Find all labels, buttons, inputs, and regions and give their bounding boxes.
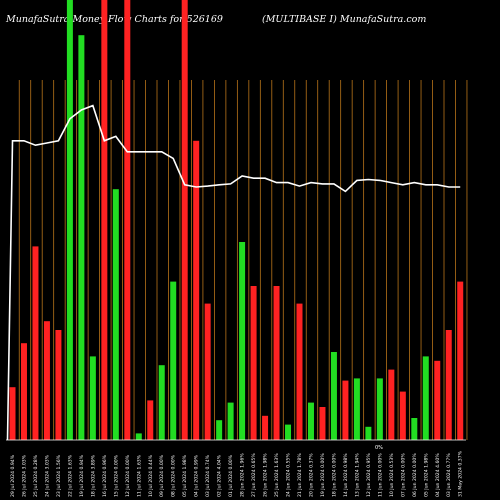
x-tick-label: 19 Jul 2024 0.94%	[79, 454, 85, 497]
bar-40	[457, 281, 464, 440]
x-tick-label: 18 Jul 2024 3.89%	[90, 454, 96, 497]
bar-30	[342, 380, 349, 440]
x-tick-label: 10 Jun 2024 0.53%	[389, 453, 395, 497]
x-tick-label: 10 Jul 2024 0.44%	[148, 454, 154, 497]
x-tick-label: 01 Jul 2024 0.00%	[228, 454, 234, 497]
x-tick-label: 11 Jun 2024 0.00%	[377, 453, 383, 497]
x-tick-label: 29 Jul 2024 0.94%	[10, 454, 16, 497]
bar-4	[43, 321, 50, 440]
bar-15	[170, 281, 177, 440]
bar-19	[216, 420, 223, 440]
x-tick-label: 12 Jul 2024 0.00%	[125, 454, 131, 497]
x-tick-label: 24 Jun 2024 0.55%	[286, 453, 292, 497]
bar-10	[112, 189, 119, 440]
grid-lines	[18, 80, 468, 440]
zero-percent-annotation: 0%	[375, 445, 383, 451]
bar-35	[399, 391, 406, 440]
bar-39	[445, 330, 452, 440]
bar-24	[273, 286, 280, 440]
x-tick-labels: 29 Jul 2024 0.94% 26 Jul 2024 3.03% 25 Jul…	[10, 450, 464, 497]
x-tick-label: 26 Jul 2024 3.03%	[21, 454, 27, 497]
bar-6	[66, 0, 73, 440]
bars-group	[9, 0, 464, 441]
bar-18	[204, 303, 211, 440]
bar-38	[434, 360, 441, 440]
bar-13	[147, 400, 154, 440]
x-tick-label: 02 Jul 2024 4.04%	[217, 454, 223, 497]
x-tick-label: 25 Jul 2024 0.28%	[33, 454, 39, 497]
bar-32	[365, 426, 372, 440]
bar-28	[319, 407, 326, 440]
bar-31	[353, 378, 360, 440]
x-tick-label: 23 Jul 2024 1.56%	[56, 454, 62, 497]
line-series	[6, 104, 461, 441]
x-tick-label: 03 Jul 2024 0.74%	[205, 454, 211, 497]
x-tick-label: 09 Jul 2024 0.00%	[159, 454, 165, 497]
bar-12	[135, 433, 142, 440]
bar-3	[32, 246, 39, 440]
x-tick-label: 04 Jun 2024 4.60%	[435, 453, 441, 497]
bar-1	[9, 387, 16, 440]
x-tick-label: 27 Jun 2024 0.65%	[251, 453, 257, 497]
bar-7	[78, 35, 85, 440]
bar-37	[422, 356, 429, 440]
x-tick-label: 28 Jun 2024 1.96%	[240, 453, 246, 497]
bar-5	[55, 330, 62, 440]
x-tick-label: 18 Jun 2024 0.00%	[331, 453, 337, 497]
bar-23	[262, 415, 269, 440]
x-tick-label: 07 Jun 2024 0.00%	[400, 453, 406, 497]
bar-8	[89, 356, 96, 440]
bar-17	[193, 140, 200, 441]
bar-22	[250, 286, 257, 440]
bar-33	[376, 378, 383, 440]
x-tick-label: 19 Jun 2024 0.00%	[320, 453, 326, 497]
bar-9	[101, 0, 108, 440]
x-tick-label: 12 Jun 2024 0.95%	[366, 453, 372, 497]
x-tick-label: 20 Jun 2024 0.37%	[308, 453, 314, 497]
bar-27	[307, 402, 314, 440]
x-tick-label: 16 Jul 2024 0.96%	[102, 454, 108, 497]
x-tick-label: 05 Jun 2024 1.98%	[423, 453, 429, 497]
bar-16	[181, 0, 188, 440]
x-tick-label: 03 Jun 2024 0.77%	[446, 453, 452, 497]
x-tick-label: 24 Jul 2024 3.03%	[44, 454, 50, 497]
chart-site-title: (MULTIBASE I) MunafaSutra.com	[262, 14, 426, 25]
bar-21	[239, 242, 246, 440]
x-tick-label: 25 Jun 2024 1.63%	[274, 453, 280, 497]
bar-29	[330, 352, 337, 440]
x-tick-label: 15 Jul 2024 0.00%	[113, 454, 119, 497]
bar-11	[124, 0, 131, 440]
bar-36	[411, 418, 418, 440]
x-tick-label: 31 May 2024 0.37%	[458, 450, 464, 497]
bar-26	[296, 303, 303, 440]
x-tick-label: 05 Jul 2024 1.98%	[182, 454, 188, 497]
x-tick-label: 21 Jun 2024 1.78%	[297, 453, 303, 497]
x-tick-label: 08 Jul 2024 0.00%	[171, 454, 177, 497]
x-tick-label: 11 Jul 2024 1.63%	[136, 454, 142, 497]
bar-20	[227, 402, 234, 440]
x-tick-label: 26 Jun 2024 1.98%	[263, 453, 269, 497]
chart-title: MunafaSutra Money Flow Charts for 526169	[5, 14, 223, 25]
x-tick-label: 06 Jun 2024 0.00%	[412, 453, 418, 497]
x-tick-label: 13 Jun 2024 1.94%	[354, 453, 360, 497]
bar-34	[388, 369, 395, 440]
x-tick-label: 04 Jul 2024 0.99%	[194, 454, 200, 497]
bar-25	[285, 424, 292, 440]
x-tick-label: 22 Jul 2024 1.63%	[67, 454, 73, 497]
bar-2	[20, 343, 27, 440]
x-tick-label: 14 Jun 2024 0.98%	[343, 453, 349, 497]
bar-14	[158, 365, 165, 440]
line-series-group	[6, 104, 461, 441]
